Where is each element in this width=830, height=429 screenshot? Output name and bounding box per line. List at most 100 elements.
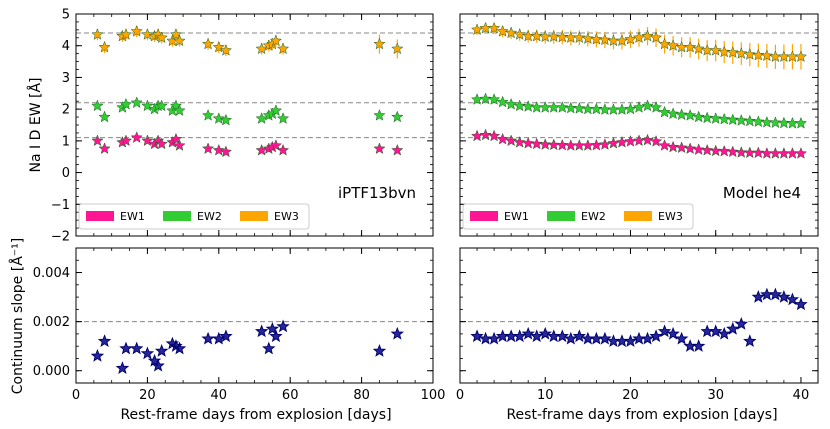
data-point-ew3	[683, 40, 697, 53]
data-point-ew1	[615, 135, 629, 148]
data-point-ew1	[547, 138, 560, 151]
data-point-slope	[743, 334, 757, 347]
data-point-ew3	[760, 49, 774, 62]
x-tick-label: 100	[421, 388, 446, 403]
data-point-ew2	[212, 112, 225, 124]
y-tick-label: 0	[62, 166, 70, 181]
x-tick-label: 60	[282, 388, 299, 403]
data-point-ew3	[255, 42, 268, 55]
data-point-ew2	[743, 114, 756, 127]
legend-label-ew3: EW3	[658, 210, 683, 223]
data-point-slope	[115, 361, 130, 374]
data-point-ew2	[794, 116, 808, 129]
panel-top-left: −2 −1 0 1 2 3 4 5 EW1 EW2 EW3	[51, 8, 434, 245]
data-point-ew1	[701, 143, 714, 156]
panel-bottom-left: 0.000 0.002 0.004 0 20 40 60 80 100	[33, 247, 446, 403]
data-point-ew1	[794, 147, 808, 159]
data-point-ew1	[735, 146, 748, 158]
data-point-slope	[390, 326, 405, 340]
top-ylabel: Na I D EW [Å]	[27, 78, 44, 173]
data-point-ew2	[556, 101, 569, 113]
data-point-ew2	[573, 102, 586, 114]
data-point-ew1	[692, 143, 705, 155]
data-point-ew1	[141, 134, 154, 147]
data-point-ew2	[130, 96, 143, 109]
data-point-slope	[512, 329, 527, 343]
data-point-ew3	[219, 43, 233, 56]
data-point-ew1	[752, 146, 765, 159]
x-tick-label: 20	[622, 388, 639, 403]
data-point-ew1	[607, 136, 620, 149]
legend-label-ew2: EW2	[581, 210, 606, 223]
data-point-ew2	[683, 109, 697, 121]
legend-box	[462, 203, 694, 230]
data-point-ew1	[522, 136, 535, 149]
data-point-slope	[717, 326, 731, 340]
data-point-ew2	[786, 116, 799, 129]
data-point-ew1	[219, 145, 233, 158]
data-point-slope	[785, 292, 800, 306]
data-point-ew1	[598, 138, 612, 150]
data-point-ew3	[743, 48, 756, 60]
data-point-slope	[254, 324, 269, 338]
data-point-ew2	[666, 107, 680, 120]
legend-label-ew3: EW3	[274, 210, 299, 223]
data-point-ew2	[373, 109, 386, 121]
data-point-ew1	[513, 135, 526, 148]
data-point-slope	[640, 331, 655, 345]
data-point-slope	[201, 331, 215, 345]
data-point-ew3	[547, 30, 560, 43]
data-point-ew3	[276, 42, 290, 55]
data-point-ew2	[581, 102, 595, 115]
data-point-ew3	[692, 42, 705, 55]
data-point-ew3	[632, 31, 646, 44]
data-point-slope	[564, 331, 578, 345]
data-point-ew2	[391, 110, 404, 123]
data-point-ew1	[590, 138, 603, 151]
data-point-ew3	[598, 33, 612, 46]
data-point-ew3	[615, 34, 629, 47]
data-point-ew1	[769, 147, 782, 159]
data-point-ew1	[276, 143, 290, 156]
legend-box	[78, 203, 310, 230]
data-point-ew1	[98, 142, 111, 155]
data-point-slope	[709, 324, 723, 338]
x-tick-label: 40	[793, 388, 810, 403]
data-point-slope	[154, 344, 169, 357]
data-point-ew1	[539, 138, 552, 150]
data-point-ew2	[141, 99, 154, 112]
data-point-slope	[649, 329, 663, 343]
data-point-ew1	[169, 132, 183, 145]
data-point-slope	[666, 326, 680, 340]
y-tick-label: 0.004	[33, 266, 70, 281]
data-point-ew1	[649, 135, 663, 147]
legend-swatch-ew3	[240, 211, 268, 221]
data-point-slope	[172, 341, 187, 355]
data-point-ew2	[658, 105, 671, 118]
bottom-ylabel: Continuum slope [Å⁻¹]	[9, 238, 26, 395]
data-point-ew3	[752, 48, 765, 61]
legend-label-ew2: EW2	[197, 210, 222, 223]
data-point-slope	[768, 287, 783, 301]
data-point-ew2	[675, 108, 688, 121]
axes-frame	[75, 247, 434, 384]
data-point-slope	[90, 348, 105, 362]
data-point-slope	[219, 329, 233, 343]
data-point-slope	[151, 358, 165, 372]
data-point-ew3	[269, 34, 283, 47]
data-point-ew1	[743, 146, 756, 159]
data-point-ew1	[641, 133, 654, 146]
axes-frame	[459, 247, 819, 384]
data-point-ew2	[632, 101, 646, 113]
data-point-slope	[521, 326, 535, 340]
data-point-ew2	[479, 92, 492, 105]
data-point-ew3	[641, 29, 654, 42]
data-point-ew1	[130, 131, 143, 143]
x-tick-label: 20	[139, 388, 156, 403]
data-point-slope	[598, 331, 612, 345]
data-point-ew1	[479, 128, 492, 141]
data-point-ew1	[624, 135, 637, 147]
legend-label-ew1: EW1	[120, 210, 145, 223]
x-tick-label: 30	[707, 388, 724, 403]
y-tick-label: 0.002	[33, 315, 70, 330]
